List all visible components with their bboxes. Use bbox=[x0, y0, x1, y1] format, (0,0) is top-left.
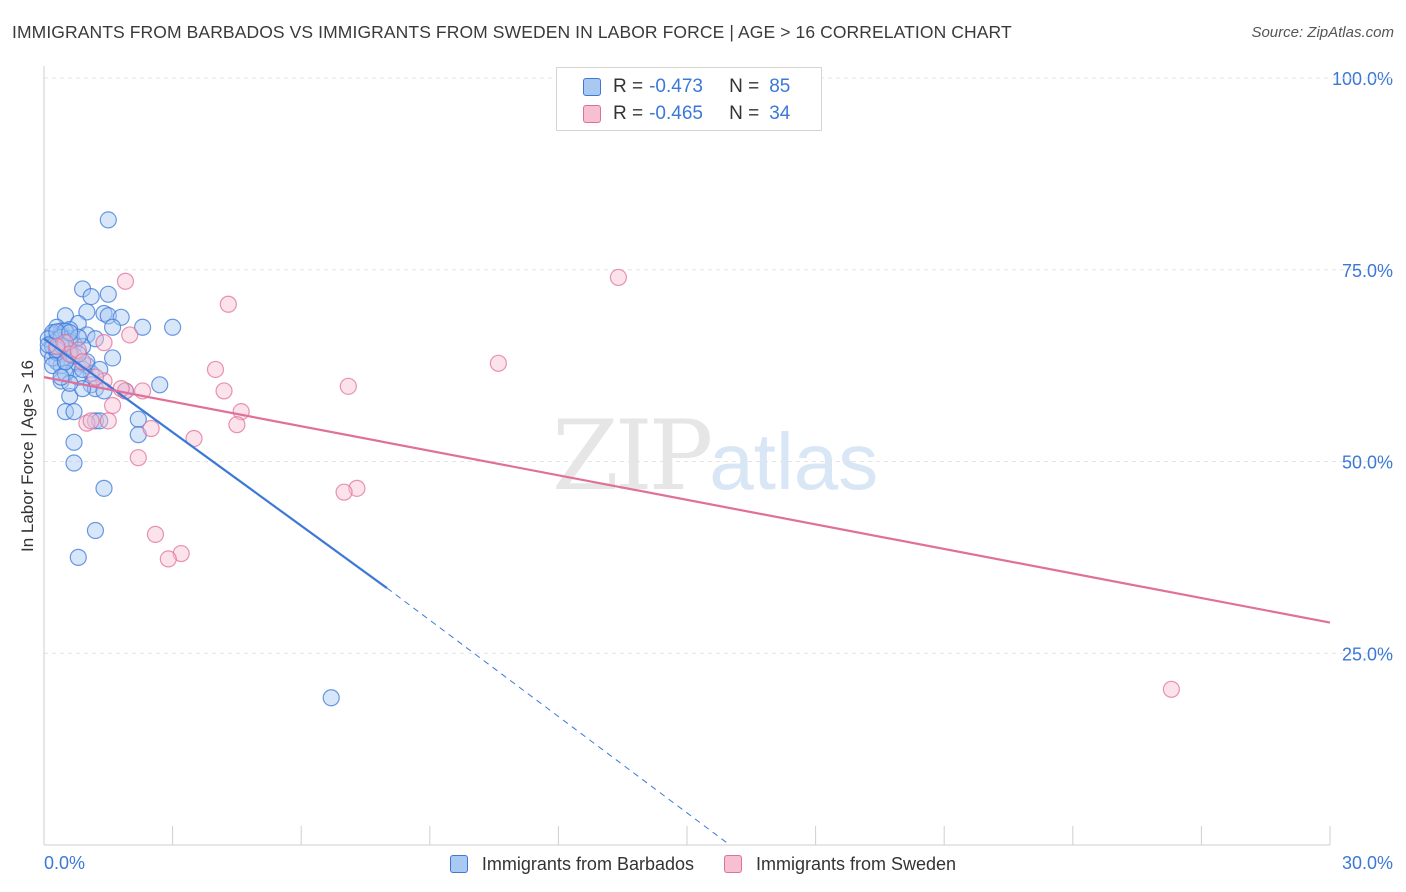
n-label: N = bbox=[729, 76, 760, 97]
sweden-point bbox=[219, 295, 237, 313]
y-tick-label: 75.0% bbox=[1342, 261, 1393, 281]
legend-label: Immigrants from Sweden bbox=[756, 853, 957, 874]
chart-title: IMMIGRANTS FROM BARBADOS VS IMMIGRANTS F… bbox=[12, 22, 1012, 42]
barbados-point bbox=[95, 479, 113, 497]
sweden-point bbox=[228, 416, 246, 434]
barbados-point bbox=[322, 689, 340, 707]
sweden-point bbox=[142, 419, 160, 438]
sweden-swatch bbox=[724, 855, 742, 873]
sweden-point bbox=[159, 550, 177, 568]
sweden-point bbox=[489, 354, 507, 372]
x-tick-label: 0.0% bbox=[44, 853, 85, 873]
x-tick-label: 30.0% bbox=[1342, 853, 1393, 873]
barbados-point bbox=[69, 314, 87, 333]
legend-item-barbados[interactable]: Immigrants from Barbados bbox=[449, 853, 694, 875]
sweden-point bbox=[1162, 680, 1180, 698]
barbados-point bbox=[86, 330, 105, 348]
watermark-atlas: atlas bbox=[709, 417, 879, 506]
r-label: R = bbox=[613, 103, 644, 124]
barbados-swatch bbox=[583, 78, 601, 96]
sweden-point bbox=[99, 412, 117, 430]
r-value: -0.465 bbox=[649, 103, 703, 124]
barbados-point bbox=[69, 548, 87, 566]
y-tick-label: 50.0% bbox=[1342, 453, 1393, 473]
r-value: -0.473 bbox=[649, 76, 703, 97]
sweden-trend-line bbox=[43, 376, 1331, 624]
sweden-point bbox=[95, 334, 113, 352]
barbados-point bbox=[65, 433, 83, 451]
barbados-point bbox=[129, 410, 147, 428]
barbados-point bbox=[39, 336, 57, 354]
n-value: 85 bbox=[769, 76, 791, 97]
watermark: ZIPatlas bbox=[552, 400, 878, 512]
sweden-point bbox=[335, 483, 353, 501]
barbados-point bbox=[103, 349, 122, 367]
barbados-point bbox=[52, 368, 70, 386]
y-tick-label: 100.0% bbox=[1332, 69, 1393, 89]
sweden-point bbox=[129, 449, 147, 467]
barbados-trend-line bbox=[43, 337, 388, 589]
y-tick-label: 25.0% bbox=[1342, 644, 1393, 664]
sweden-point bbox=[172, 544, 190, 563]
sweden-point bbox=[206, 360, 225, 379]
barbados-point bbox=[99, 285, 117, 303]
sweden-point bbox=[116, 272, 135, 290]
barbados-swatch bbox=[449, 855, 468, 873]
correlation-legend: R = -0.473 N = 85 R = -0.465 N = 34 bbox=[556, 67, 822, 131]
sweden-point bbox=[215, 382, 233, 400]
barbados-point bbox=[65, 403, 83, 421]
source-label: Source: ZipAtlas.com bbox=[1251, 24, 1394, 41]
legend-item-sweden[interactable]: Immigrants from Sweden bbox=[724, 854, 956, 875]
barbados-point bbox=[82, 287, 100, 306]
sweden-point bbox=[103, 396, 122, 415]
series-legend: Immigrants from Barbados Immigrants from… bbox=[0, 852, 1406, 876]
barbados-point bbox=[164, 318, 182, 336]
sweden-point bbox=[121, 326, 139, 344]
watermark-zip: ZIP bbox=[552, 400, 713, 512]
n-label: N = bbox=[729, 103, 760, 124]
barbados-trend-extension bbox=[386, 587, 731, 846]
sweden-point bbox=[61, 345, 79, 363]
n-value: 34 bbox=[769, 103, 791, 124]
sweden-point bbox=[348, 479, 366, 497]
barbados-point bbox=[65, 454, 83, 472]
barbados-point bbox=[61, 324, 79, 342]
barbados-point bbox=[133, 318, 152, 336]
legend-row-barbados: R = -0.473 N = 85 bbox=[583, 75, 790, 99]
legend-label: Immigrants from Barbados bbox=[481, 853, 694, 874]
barbados-point bbox=[69, 328, 87, 346]
sweden-swatch bbox=[583, 105, 601, 123]
barbados-point bbox=[103, 318, 122, 336]
barbados-point bbox=[151, 376, 169, 394]
sweden-point bbox=[82, 412, 100, 430]
sweden-point bbox=[339, 377, 357, 395]
legend-row-sweden: R = -0.465 N = 34 bbox=[583, 102, 790, 126]
barbados-point bbox=[86, 521, 105, 540]
barbados-point bbox=[43, 357, 62, 375]
barbados-point bbox=[78, 303, 96, 321]
sweden-point bbox=[609, 268, 628, 287]
r-label: R = bbox=[613, 76, 644, 97]
barbados-point bbox=[99, 211, 117, 229]
sweden-point bbox=[146, 525, 165, 543]
